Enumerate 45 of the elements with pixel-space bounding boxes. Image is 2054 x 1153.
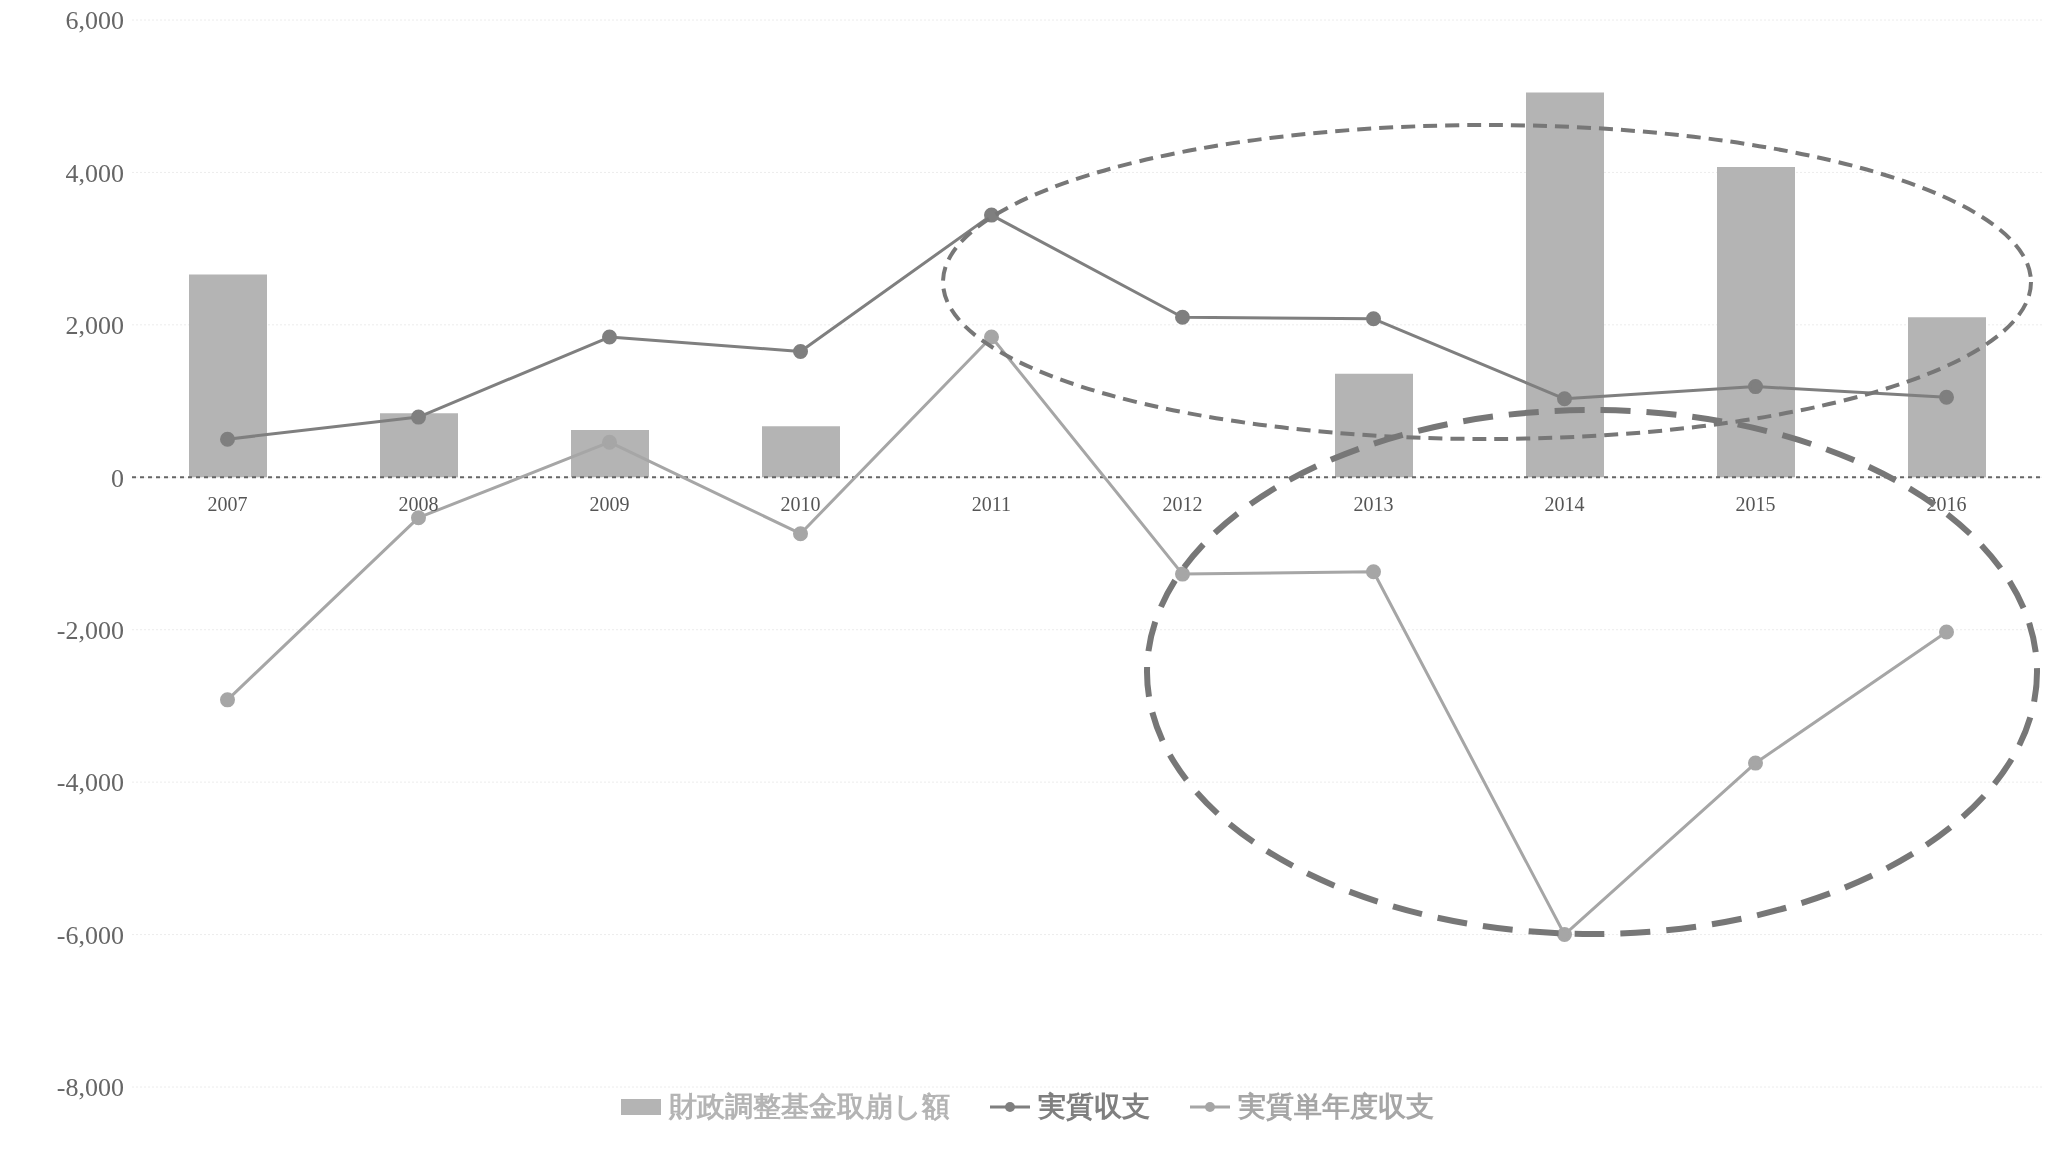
point — [1175, 309, 1190, 325]
x-tick-label: 2013 — [1353, 493, 1394, 516]
x-tick-label: 2009 — [589, 493, 630, 516]
legend-label: 実質単年度収支 — [1237, 1089, 1434, 1125]
point — [1557, 391, 1572, 407]
point — [1366, 564, 1381, 580]
y-tick-label: -8,000 — [56, 1073, 124, 1103]
bar — [380, 413, 458, 478]
point — [1939, 624, 1954, 640]
point — [1366, 311, 1381, 327]
point — [411, 409, 426, 425]
bar — [1717, 167, 1795, 478]
y-tick-label: 2,000 — [65, 311, 124, 341]
y-tick-label: -2,000 — [56, 615, 124, 645]
point — [1748, 379, 1763, 395]
x-tick-label: 2011 — [971, 493, 1012, 516]
legend-label: 実質収支 — [1037, 1089, 1150, 1125]
x-tick-label: 2007 — [207, 493, 248, 516]
x-tick-label: 2015 — [1735, 493, 1776, 516]
x-tick-label: 2008 — [398, 493, 439, 516]
y-tick-label: 4,000 — [65, 158, 124, 188]
point — [1748, 755, 1763, 771]
y-tick-label: -4,000 — [56, 768, 124, 798]
point — [220, 692, 235, 708]
y-tick-label: 6,000 — [65, 6, 124, 36]
point — [411, 510, 426, 526]
legend-label: 財政調整基金取崩し額 — [668, 1089, 950, 1125]
point — [793, 344, 808, 360]
x-tick-label: 2012 — [1162, 493, 1203, 516]
bar — [762, 426, 840, 478]
point — [793, 526, 808, 542]
bar — [1908, 317, 1986, 478]
x-tick-label: 2010 — [780, 493, 821, 516]
x-tick-label: 2014 — [1544, 493, 1585, 516]
point — [1939, 389, 1954, 405]
bar — [1335, 373, 1413, 478]
y-tick-label: 0 — [111, 463, 124, 493]
bar — [189, 274, 267, 478]
point — [602, 329, 617, 345]
bar — [1526, 92, 1604, 478]
point — [984, 329, 999, 345]
point — [1175, 566, 1190, 582]
y-tick-label: -6,000 — [56, 920, 124, 950]
point — [1557, 927, 1572, 943]
point — [220, 431, 235, 447]
